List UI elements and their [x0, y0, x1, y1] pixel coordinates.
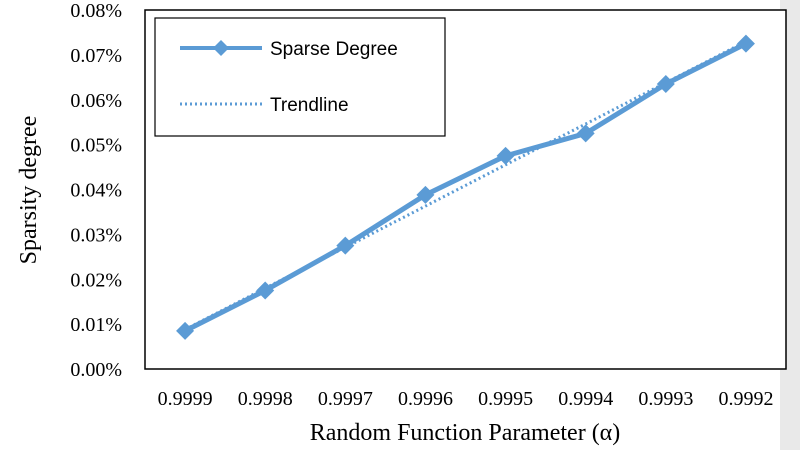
- legend-diamond-marker: [213, 40, 229, 56]
- x-tick-label: 0.9992: [718, 388, 773, 410]
- legend-label-trendline: Trendline: [270, 95, 349, 116]
- y-axis-title: Sparsity degree: [16, 116, 42, 265]
- x-tick-label: 0.9997: [318, 388, 373, 410]
- y-tick-label: 0.03%: [70, 224, 122, 246]
- series-layer: [176, 34, 755, 340]
- x-tick-label: 0.9996: [398, 388, 453, 410]
- data-point-sparse-degree: [416, 185, 435, 204]
- data-point-sparse-degree: [656, 75, 675, 94]
- x-axis-title: Random Function Parameter (α): [310, 420, 621, 446]
- x-tick-label: 0.9993: [638, 388, 693, 410]
- x-tick-label: 0.9995: [478, 388, 533, 410]
- x-tick-label: 0.9999: [158, 388, 213, 410]
- data-point-sparse-degree: [336, 236, 355, 255]
- x-tick-label: 0.9994: [558, 388, 613, 410]
- legend-label-sparse-degree: Sparse Degree: [270, 39, 398, 60]
- data-point-sparse-degree: [496, 146, 515, 165]
- y-tick-label: 0.00%: [70, 359, 122, 381]
- x-axis-ticks: 0.9999 0.9998 0.9997 0.9996 0.9995 0.9994 0.99…: [158, 388, 774, 410]
- data-point-sparse-degree: [176, 321, 195, 340]
- y-tick-label: 0.08%: [70, 0, 122, 22]
- data-point-sparse-degree: [736, 34, 755, 53]
- data-point-sparse-degree: [576, 124, 595, 143]
- y-tick-label: 0.05%: [70, 135, 122, 157]
- x-tick-label: 0.9998: [238, 388, 293, 410]
- data-point-sparse-degree: [256, 281, 275, 300]
- y-tick-label: 0.02%: [70, 269, 122, 291]
- y-tick-label: 0.06%: [70, 90, 122, 112]
- legend: Sparse Degree Trendline: [154, 17, 446, 137]
- series-line-sparse-degree: [183, 41, 748, 334]
- legend-box: [154, 17, 446, 137]
- y-tick-label: 0.01%: [70, 314, 122, 336]
- y-tick-label: 0.04%: [70, 180, 122, 202]
- y-axis-ticks: 0.00% 0.01% 0.02% 0.03% 0.04% 0.05% 0.06% 0.07%…: [70, 0, 122, 381]
- y-tick-label: 0.07%: [70, 45, 122, 67]
